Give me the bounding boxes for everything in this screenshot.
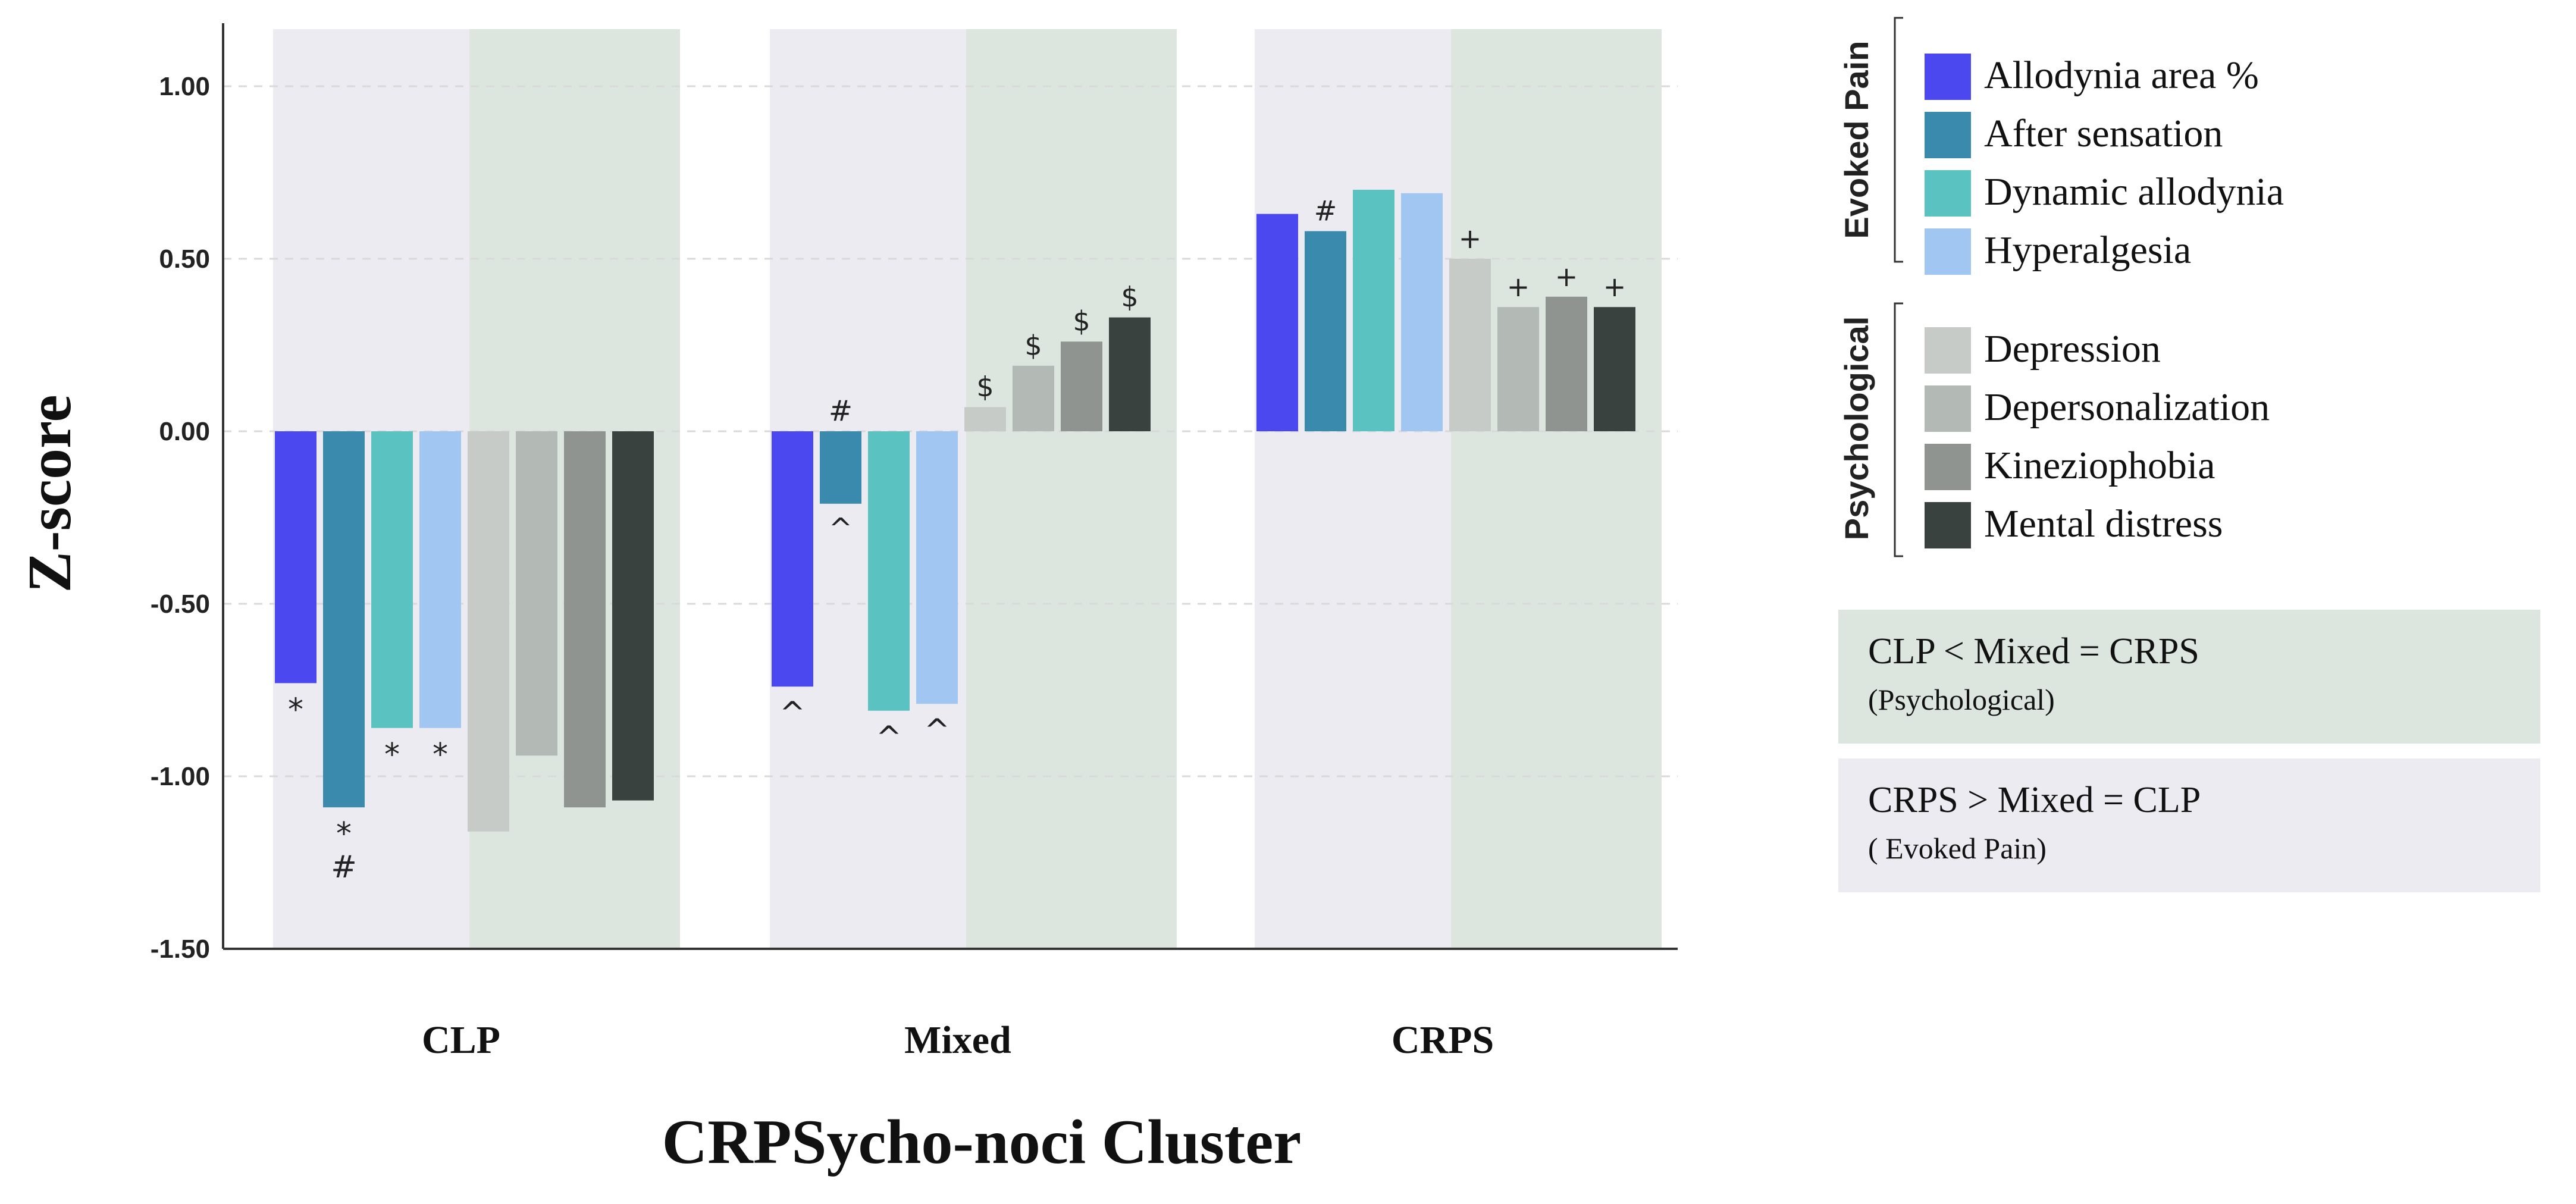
legend-swatch-after-sensation bbox=[1925, 112, 1971, 158]
axis-layer: 1.00 0.50 0.00 -0.50 -1.00 -1.50 bbox=[151, 23, 1678, 964]
legend-label-allodynia-area: Allodynia area % bbox=[1984, 54, 2259, 97]
bar-crps-allodynia-area bbox=[1256, 214, 1298, 431]
legend-label-after-sensation: After sensation bbox=[1984, 112, 2223, 155]
region-evoked-crps bbox=[1255, 29, 1451, 949]
bar-crps-depersonalization bbox=[1497, 307, 1539, 431]
significance-marker: * bbox=[288, 692, 303, 728]
significance-marker: + bbox=[1459, 222, 1482, 255]
bar-clp-kineziophobia bbox=[564, 431, 606, 808]
bar-mixed-after-sensation bbox=[820, 431, 861, 504]
bar-crps-kineziophobia bbox=[1546, 296, 1587, 431]
significance-marker: ^ bbox=[829, 512, 853, 545]
legend-swatch-mental-distress bbox=[1925, 502, 1971, 548]
legend-label-mental-distress: Mental distress bbox=[1984, 502, 2223, 545]
region-psychological-mixed bbox=[966, 29, 1177, 949]
region-psychological-crps bbox=[1451, 29, 1662, 949]
bar-mixed-hyperalgesia bbox=[916, 431, 958, 704]
bar-clp-hyperalgesia bbox=[419, 431, 461, 728]
significance-marker: # bbox=[331, 849, 357, 885]
y-tick-label: -1.00 bbox=[151, 762, 210, 791]
bar-crps-dynamic-allodynia bbox=[1353, 190, 1394, 431]
bar-crps-depression bbox=[1449, 259, 1491, 431]
bar-layer bbox=[275, 190, 1635, 832]
significance-marker: $ bbox=[1073, 305, 1090, 337]
bar-mixed-mental-distress bbox=[1109, 317, 1151, 431]
significance-marker: $ bbox=[1024, 330, 1042, 362]
bar-mixed-allodynia-area bbox=[772, 431, 813, 687]
legend-label-depression: Depression bbox=[1984, 327, 2161, 371]
significance-marker: + bbox=[1555, 261, 1578, 293]
y-tick-label: 1.00 bbox=[159, 72, 210, 101]
significance-marker: ^ bbox=[876, 720, 902, 755]
legend-label-hyperalgesia: Hyperalgesia bbox=[1984, 228, 2191, 272]
bar-crps-hyperalgesia bbox=[1401, 193, 1443, 431]
bar-mixed-depression bbox=[964, 407, 1006, 431]
legend-group-label-evoked-pain: Evoked Pain bbox=[1838, 40, 1875, 239]
significance-marker: # bbox=[829, 394, 853, 428]
annotation-boxes: CLP < Mixed = CRPS (Psychological) CRPS > … bbox=[1838, 610, 2540, 892]
category-label-clp: CLP bbox=[422, 1018, 500, 1062]
significance-marker: ^ bbox=[779, 695, 806, 731]
legend-swatch-hyperalgesia bbox=[1925, 228, 1971, 275]
legend-bracket-psychological bbox=[1894, 302, 1903, 557]
significance-marker: $ bbox=[976, 371, 994, 403]
significance-marker: $ bbox=[1121, 281, 1138, 313]
legend-bracket-evoked-pain bbox=[1894, 17, 1903, 263]
annotation-box-line2: ( Evoked Pain) bbox=[1868, 832, 2047, 865]
category-label-crps: CRPS bbox=[1392, 1018, 1494, 1062]
bar-crps-mental-distress bbox=[1594, 307, 1635, 431]
annotation-box-line1: CLP < Mixed = CRPS bbox=[1868, 631, 2199, 672]
legend-group-label-psychological: Psychological bbox=[1838, 316, 1875, 541]
label-layer: * ^*##^#* ^*^$+$+$+$ +CLP Mixed CRPSCRPSycho-… bbox=[15, 195, 1626, 1177]
bar-mixed-depersonalization bbox=[1013, 365, 1054, 431]
annotation-box-1 bbox=[1838, 610, 2540, 744]
y-tick-label: 0.00 bbox=[159, 417, 210, 446]
legend: Evoked Pain Allodynia area % After sensati… bbox=[1838, 17, 2284, 557]
y-tick-label: -1.50 bbox=[151, 935, 210, 964]
legend-swatch-depression bbox=[1925, 327, 1971, 374]
bar-clp-mental-distress bbox=[612, 431, 654, 801]
significance-marker: # bbox=[1314, 195, 1337, 227]
significance-marker: ^ bbox=[924, 713, 950, 748]
bar-clp-depersonalization bbox=[516, 431, 557, 756]
annotation-box-line2: (Psychological) bbox=[1868, 683, 2055, 716]
x-axis-title: CRPSycho-noci Cluster bbox=[662, 1107, 1302, 1177]
bar-clp-after-sensation bbox=[323, 431, 365, 808]
legend-label-kineziophobia: Kineziophobia bbox=[1984, 444, 2215, 487]
significance-marker: * bbox=[336, 816, 352, 852]
legend-label-dynamic-allodynia: Dynamic allodynia bbox=[1984, 170, 2284, 214]
significance-marker: * bbox=[433, 737, 448, 773]
legend-label-depersonalization: Depersonalization bbox=[1984, 385, 2270, 429]
significance-marker: + bbox=[1507, 271, 1530, 303]
annotation-box-2 bbox=[1838, 758, 2540, 892]
bar-clp-dynamic-allodynia bbox=[371, 431, 413, 728]
legend-swatch-allodynia-area bbox=[1925, 54, 1971, 100]
bar-clp-depression bbox=[468, 431, 509, 832]
annotation-box-line1: CRPS > Mixed = CLP bbox=[1868, 780, 2201, 820]
legend-swatch-dynamic-allodynia bbox=[1925, 170, 1971, 217]
group-background-layer bbox=[273, 29, 1662, 949]
legend-swatch-depersonalization bbox=[1925, 385, 1971, 432]
bar-crps-after-sensation bbox=[1305, 231, 1346, 431]
y-axis-title: Z-score bbox=[15, 394, 84, 592]
y-tick-label: -0.50 bbox=[151, 590, 210, 619]
bar-mixed-dynamic-allodynia bbox=[868, 431, 910, 711]
significance-marker: + bbox=[1603, 271, 1627, 303]
y-tick-label: 0.50 bbox=[159, 244, 210, 274]
bar-clp-allodynia-area bbox=[275, 431, 316, 683]
legend-swatch-kineziophobia bbox=[1925, 444, 1971, 490]
bar-mixed-kineziophobia bbox=[1061, 341, 1102, 431]
category-label-mixed: Mixed bbox=[904, 1018, 1011, 1062]
significance-marker: * bbox=[384, 737, 400, 773]
